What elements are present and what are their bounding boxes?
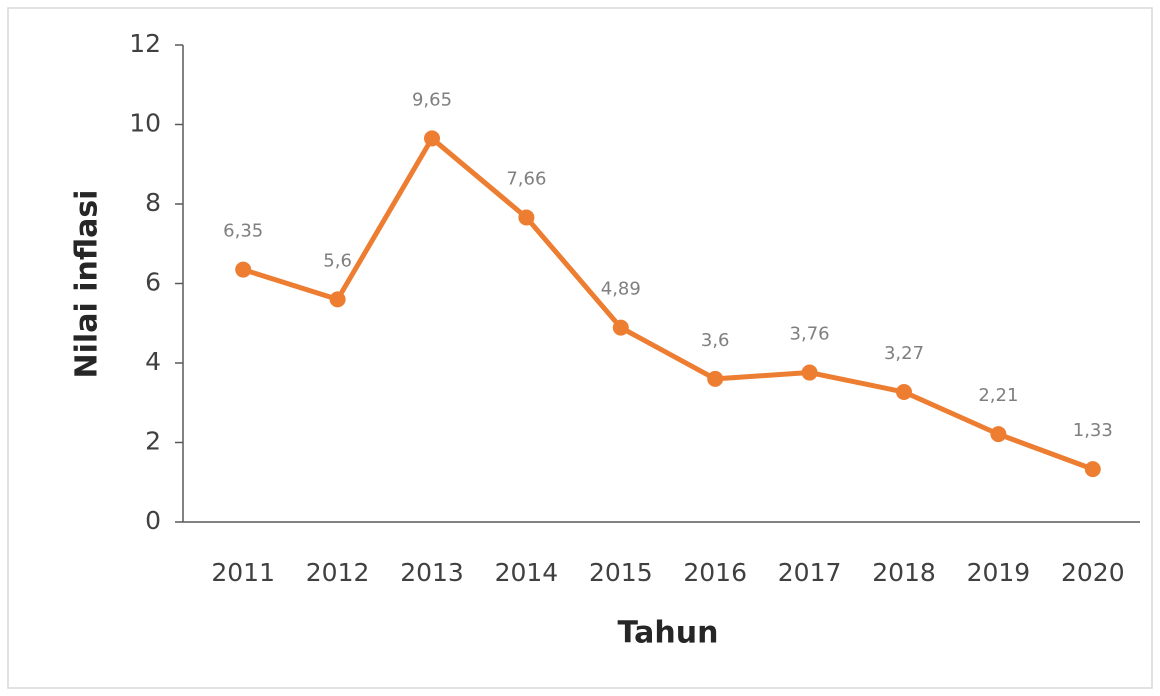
data-point [518, 209, 535, 226]
data-point [801, 364, 818, 381]
data-label: 1,33 [1073, 420, 1113, 441]
data-label: 4,89 [601, 279, 641, 300]
data-point [235, 261, 252, 278]
series-line [242, 135, 1094, 472]
data-point [896, 384, 912, 401]
x-tick-label: 2017 [778, 558, 842, 587]
y-tick-label: 4 [145, 347, 161, 376]
data-point [990, 426, 1007, 443]
y-tick-label: 0 [145, 506, 161, 535]
y-tick-label: 6 [145, 268, 161, 297]
data-label: 3,6 [701, 330, 730, 351]
y-tick-label: 2 [145, 427, 161, 456]
data-label: 3,76 [790, 324, 830, 345]
x-tick-label: 2018 [872, 558, 936, 587]
x-tick-label: 2019 [967, 558, 1031, 587]
x-tick-label: 2015 [589, 558, 653, 587]
data-point [707, 370, 724, 387]
data-label: 9,65 [412, 89, 452, 110]
data-label: 2,21 [978, 385, 1018, 406]
x-tick-label: 2012 [306, 558, 370, 587]
y-tick-label: 8 [145, 188, 161, 217]
data-point [1084, 461, 1101, 478]
x-tick-label: 2013 [400, 558, 464, 587]
y-tick-label: 10 [129, 109, 161, 138]
data-label: 3,27 [884, 343, 924, 364]
data-label: 6,35 [223, 221, 263, 242]
data-point [329, 291, 346, 308]
data-label: 5,6 [323, 250, 352, 271]
y-tick-label: 12 [129, 29, 161, 58]
chart-frame [7, 7, 1153, 689]
y-axis-title: Nilai inflasi [70, 190, 105, 379]
x-axis-title: Tahun [618, 616, 719, 651]
x-tick-label: 2016 [683, 558, 747, 587]
x-tick-label: 2014 [495, 558, 559, 587]
data-point [612, 319, 629, 336]
x-tick-label: 2011 [211, 558, 275, 587]
data-label: 7,66 [506, 169, 546, 190]
x-tick-label: 2020 [1061, 558, 1125, 587]
data-point [424, 130, 440, 147]
